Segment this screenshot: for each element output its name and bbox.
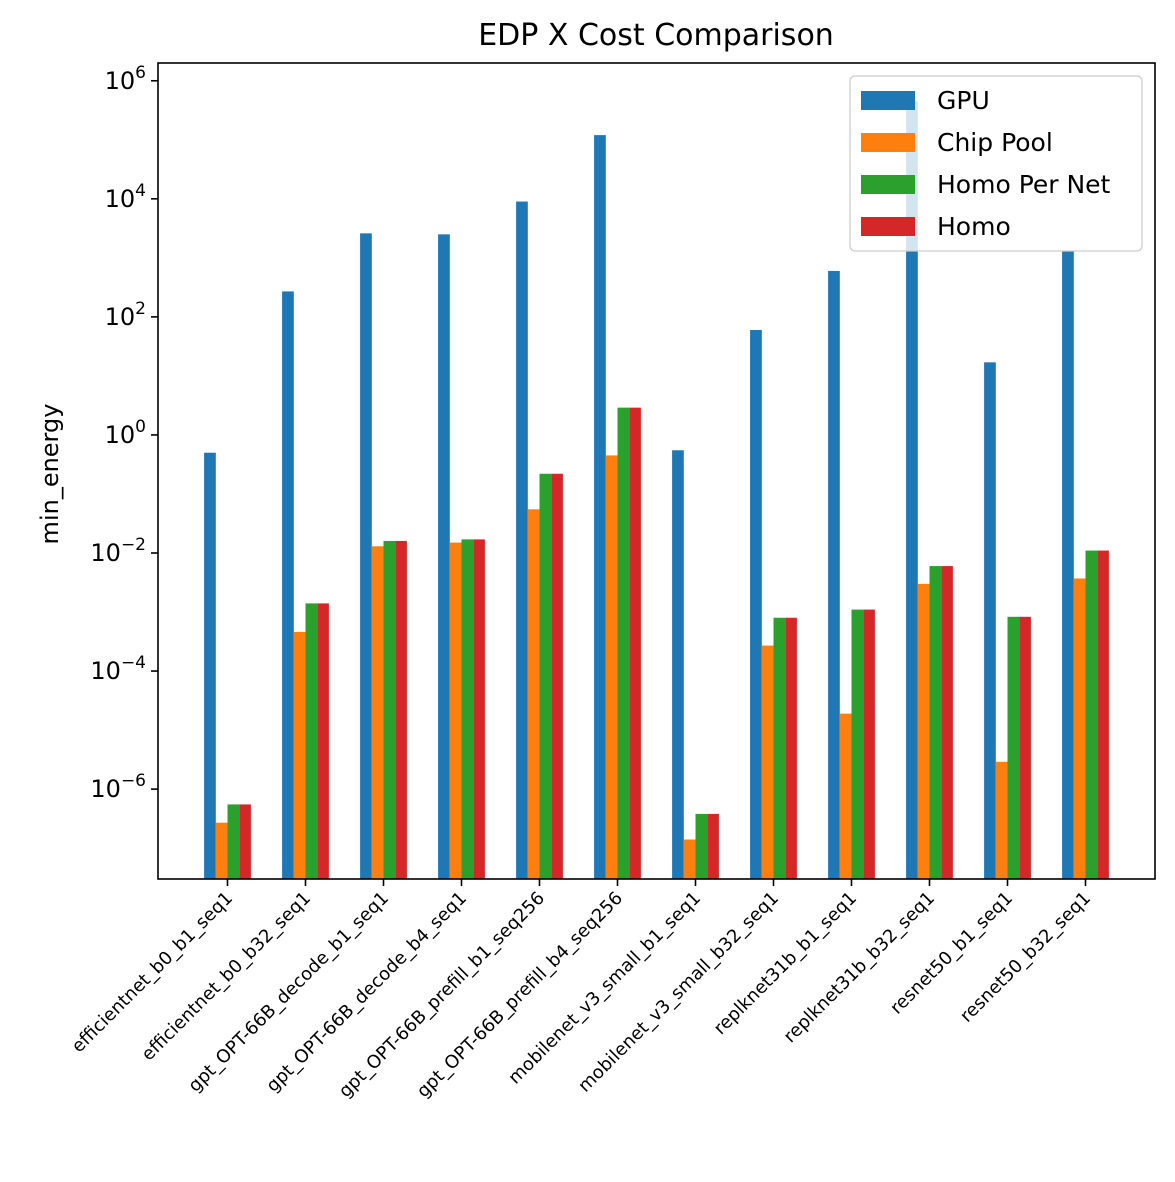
legend-swatch-homo-per-net <box>861 175 915 194</box>
bar-gpu-8 <box>828 270 840 879</box>
bar-homo-per-net-7 <box>773 617 786 879</box>
y-tick-label: 10−6 <box>90 771 146 803</box>
bar-homo-1 <box>317 603 329 879</box>
bar-chip-pool-7 <box>761 645 774 879</box>
bar-homo-0 <box>239 804 251 879</box>
y-tick-label: 104 <box>105 181 146 213</box>
x-tick-label: replknet31b_b32_seq1 <box>780 888 939 1047</box>
y-axis-label: min_energy <box>36 404 64 545</box>
bar-homo-per-net-1 <box>305 603 318 879</box>
bar-homo-per-net-4 <box>539 473 552 879</box>
bar-gpu-10 <box>984 362 996 879</box>
bar-homo-9 <box>941 566 953 879</box>
x-axis-ticks: efficientnet_b0_b1_seq1efficientnet_b0_b… <box>68 879 1095 1102</box>
bar-chip-pool-9 <box>917 583 930 879</box>
bar-gpu-11 <box>1062 251 1074 879</box>
legend-label: Chip Pool <box>937 128 1053 157</box>
bars-group <box>204 101 1109 880</box>
bar-chip-pool-0 <box>215 822 228 879</box>
bar-homo-per-net-0 <box>227 804 240 879</box>
bar-chip-pool-10 <box>995 761 1008 879</box>
bar-gpu-2 <box>360 233 372 880</box>
bar-chip-pool-5 <box>605 455 618 879</box>
legend-swatch-homo <box>861 217 915 236</box>
bar-homo-per-net-8 <box>851 609 864 879</box>
bar-gpu-0 <box>204 452 216 879</box>
y-axis-ticks: 106 104 102 100 10−2 10−4 10−6 <box>90 63 158 803</box>
x-tick-label: efficientnet_b0_b1_seq1 <box>68 888 237 1057</box>
bar-homo-5 <box>629 407 641 879</box>
bar-homo-per-net-2 <box>383 540 396 879</box>
bar-homo-4 <box>551 473 563 879</box>
legend-swatch-chip-pool <box>861 133 915 152</box>
bar-homo-10 <box>1019 616 1031 879</box>
bar-gpu-7 <box>750 329 762 880</box>
legend-label: Homo <box>937 212 1011 241</box>
legend: GPU Chip Pool Homo Per Net Homo <box>849 75 1143 252</box>
bar-gpu-4 <box>516 201 528 879</box>
bar-homo-11 <box>1097 550 1109 879</box>
bar-homo-per-net-5 <box>617 407 630 879</box>
bar-homo-per-net-6 <box>695 813 708 879</box>
bar-chip-pool-6 <box>683 839 696 879</box>
legend-label: GPU <box>937 86 990 115</box>
bar-chip-pool-1 <box>293 631 306 879</box>
bar-chip-pool-8 <box>839 713 852 879</box>
legend-box <box>849 75 1143 252</box>
legend-swatch-gpu <box>861 91 915 110</box>
bar-chip-pool-4 <box>527 509 540 879</box>
bar-chip-pool-2 <box>371 546 384 879</box>
bar-gpu-5 <box>594 135 606 879</box>
bar-gpu-3 <box>438 234 450 880</box>
bar-homo-per-net-3 <box>461 539 474 879</box>
y-tick-label: 100 <box>105 417 146 449</box>
bar-gpu-9 <box>906 101 918 880</box>
plot-area-frame <box>157 62 1156 880</box>
y-tick-label: 102 <box>105 299 146 331</box>
x-tick-label: replknet31b_b1_seq1 <box>710 888 861 1039</box>
legend-label: Homo Per Net <box>937 170 1111 199</box>
bar-homo-3 <box>473 539 485 879</box>
y-tick-label: 10−4 <box>90 653 146 685</box>
y-tick-label: 106 <box>105 63 146 95</box>
bar-homo-8 <box>863 609 875 879</box>
y-tick-label: 10−2 <box>90 535 146 567</box>
chart-title: EDP X Cost Comparison <box>478 18 834 53</box>
bar-homo-2 <box>395 540 407 879</box>
bar-homo-7 <box>785 617 797 879</box>
bar-homo-per-net-10 <box>1007 616 1020 879</box>
bar-gpu-1 <box>282 291 294 879</box>
x-tick-label: resnet50_b32_seq1 <box>956 888 1095 1027</box>
bar-gpu-6 <box>672 450 684 879</box>
bar-homo-6 <box>707 813 719 879</box>
bar-homo-per-net-11 <box>1085 550 1098 879</box>
bar-chip-pool-11 <box>1073 578 1086 879</box>
bar-chip-pool-3 <box>449 542 462 879</box>
bar-homo-per-net-9 <box>929 566 942 879</box>
